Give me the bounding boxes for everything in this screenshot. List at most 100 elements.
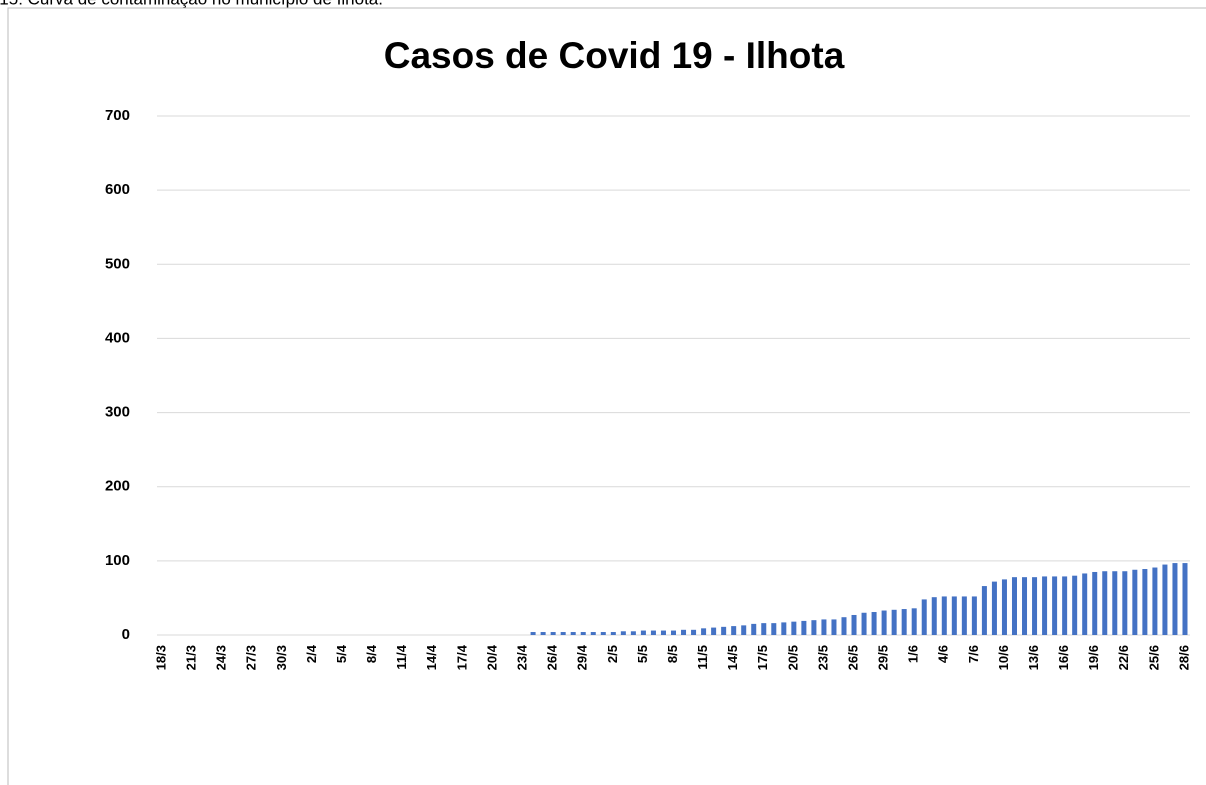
bar (1132, 569, 1138, 635)
bar (1182, 563, 1188, 635)
bar (911, 608, 917, 635)
x-tick-label: 17/5 (755, 645, 770, 670)
x-tick-label: 13/6 (1026, 645, 1041, 670)
bar (811, 620, 817, 635)
bar (871, 612, 877, 635)
x-tick-label: 2/5 (605, 645, 620, 663)
bar (1052, 576, 1058, 635)
bar (550, 632, 556, 635)
bar (1032, 577, 1038, 635)
chart-title: Casos de Covid 19 - Ilhota (384, 35, 845, 76)
y-tick-label: 200 (105, 478, 130, 495)
bar (670, 630, 677, 635)
bar (630, 631, 636, 635)
bar (851, 614, 857, 635)
x-tick-label: 26/4 (545, 644, 560, 670)
bar (540, 632, 546, 635)
bar (981, 586, 987, 635)
x-tick-label: 26/5 (845, 645, 860, 670)
x-tick-label: 1/6 (906, 645, 921, 663)
bar (1042, 576, 1048, 635)
bar (600, 632, 606, 635)
bar (991, 581, 997, 635)
bar (1112, 571, 1118, 635)
x-tick-label: 29/5 (876, 645, 891, 670)
x-tick-label: 11/5 (695, 645, 710, 670)
y-tick-label: 300 (105, 404, 130, 421)
x-tick-label: 7/6 (966, 645, 981, 663)
bar (610, 632, 616, 635)
bar (650, 630, 656, 635)
bar (1022, 577, 1028, 635)
bar (841, 617, 847, 635)
bar (590, 632, 596, 635)
bar (831, 619, 837, 635)
x-tick-label: 27/3 (244, 645, 259, 670)
bar (1072, 575, 1078, 635)
bar (660, 630, 666, 635)
bar (691, 629, 697, 635)
bar (761, 623, 767, 635)
bar (1142, 569, 1148, 635)
bar (941, 596, 947, 635)
bar (931, 597, 937, 635)
bar (1122, 571, 1128, 635)
bar (971, 596, 977, 635)
bar (711, 627, 717, 635)
bar (731, 626, 737, 635)
x-tick-label: 29/4 (575, 644, 590, 670)
x-tick-label: 5/5 (635, 645, 650, 663)
bar (721, 626, 727, 635)
x-tick-label: 11/4 (394, 644, 409, 669)
y-tick-label: 600 (105, 181, 130, 198)
x-tick-label: 23/4 (515, 644, 530, 670)
x-tick-label: 19/6 (1086, 645, 1101, 670)
y-tick-label: 100 (105, 552, 130, 569)
bar (580, 632, 586, 635)
bar (701, 628, 707, 635)
x-tick-label: 30/3 (274, 645, 289, 670)
x-tick-label: 18/3 (153, 645, 168, 670)
x-tick-label: 20/5 (785, 645, 800, 670)
bar (901, 609, 907, 635)
x-tick-label: 25/6 (1146, 645, 1161, 670)
x-tick-label: 4/6 (936, 645, 951, 663)
bar (570, 632, 576, 635)
bar (821, 619, 827, 635)
caption: ura 15: Curva de contaminação no municíp… (0, 0, 383, 8)
bar (1082, 573, 1088, 635)
x-tick-label: 14/5 (725, 645, 740, 670)
bar (530, 632, 536, 635)
y-tick-label: 700 (105, 107, 130, 124)
bar (781, 622, 787, 635)
bar (681, 629, 687, 635)
bar (751, 623, 757, 635)
bar (801, 620, 807, 635)
bar (861, 612, 867, 635)
bar (1102, 571, 1108, 635)
x-tick-label: 8/5 (665, 645, 680, 663)
x-tick-label: 14/4 (424, 644, 439, 670)
bar (1162, 564, 1168, 635)
x-tick-label: 21/3 (184, 645, 199, 670)
bar (951, 596, 957, 635)
chart-border (7, 7, 1206, 785)
x-tick-label: 22/6 (1116, 645, 1131, 670)
bar (1062, 576, 1068, 635)
bar (1152, 567, 1158, 635)
bar (1011, 577, 1017, 635)
bar (1172, 563, 1178, 635)
x-tick-label: 17/4 (454, 644, 469, 670)
bar (1092, 571, 1098, 635)
x-tick-label: 20/4 (484, 644, 499, 670)
x-tick-label: 5/4 (334, 644, 349, 663)
bar (791, 621, 797, 635)
bar (640, 630, 646, 635)
bar (881, 610, 887, 635)
bar (620, 631, 626, 635)
x-tick-label: 2/4 (304, 644, 319, 663)
bar (891, 609, 897, 635)
x-tick-label: 10/6 (996, 645, 1011, 670)
